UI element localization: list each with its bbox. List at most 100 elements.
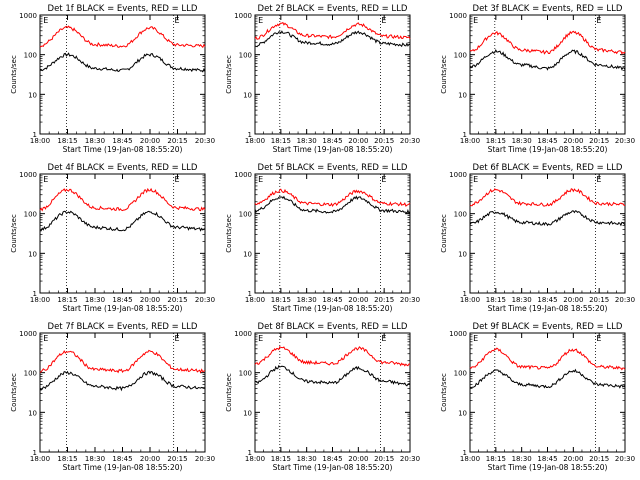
x-tick-label: 20:00 xyxy=(348,455,368,463)
x-tick-label: 18:45 xyxy=(322,455,342,463)
y-tick-label: 100 xyxy=(24,370,37,378)
x-tick-label: 18:45 xyxy=(537,455,557,463)
y-tick-label: 10 xyxy=(243,91,252,99)
y-tick-label: 1000 xyxy=(449,12,467,20)
x-axis-label: Start Time (19-Jan-08 18:55:20) xyxy=(488,304,608,313)
x-tick-label: 18:30 xyxy=(85,296,105,304)
y-tick-label: 1000 xyxy=(234,171,252,179)
chart-panel-3: Det 3f BLACK = Events, RED = LLD 1 10 100 10… xyxy=(440,4,635,154)
y-tick-label: 100 xyxy=(24,211,37,219)
y-tick-label: 1000 xyxy=(449,171,467,179)
x-tick-label: 18:45 xyxy=(322,137,342,145)
y-tick-label: 1 xyxy=(463,290,467,298)
x-axis-label: Start Time (19-Jan-08 18:55:20) xyxy=(273,304,393,313)
e-marker: E xyxy=(174,16,179,25)
x-tick-label: 20:00 xyxy=(348,296,368,304)
y-tick-label: 1 xyxy=(248,290,252,298)
x-tick-label: 20:30 xyxy=(400,137,420,145)
y-tick-label: 1 xyxy=(248,131,252,139)
y-tick-label: 10 xyxy=(458,250,467,258)
x-tick-label: 20:30 xyxy=(195,296,215,304)
x-tick-label: 20:30 xyxy=(195,137,215,145)
x-tick-label: 18:15 xyxy=(57,455,77,463)
x-tick-label: 18:15 xyxy=(57,296,77,304)
series-line-lld xyxy=(39,25,206,49)
x-tick-label: 20:15 xyxy=(589,296,609,304)
x-tick-label: 20:00 xyxy=(563,137,583,145)
x-axis-label: Start Time (19-Jan-08 18:55:20) xyxy=(273,145,393,154)
chart-panel-5: Det 5f BLACK = Events, RED = LLD 1 10 100 10… xyxy=(225,163,420,313)
series-line-lld xyxy=(39,187,206,212)
x-axis-label: Start Time (19-Jan-08 18:55:20) xyxy=(488,145,608,154)
series-line-events xyxy=(254,364,411,387)
x-tick-label: 18:30 xyxy=(512,455,532,463)
plot-frame xyxy=(39,14,206,135)
e-marker: E xyxy=(174,334,179,343)
y-tick-label: 10 xyxy=(243,250,252,258)
chart-title: Det 6f BLACK = Events, RED = LLD xyxy=(473,163,623,173)
x-tick-label: 20:30 xyxy=(400,455,420,463)
chart-title: Det 4f BLACK = Events, RED = LLD xyxy=(48,163,198,173)
series-line-events xyxy=(469,48,626,71)
y-tick-label: 1000 xyxy=(19,330,37,338)
y-tick-label: 100 xyxy=(239,52,252,60)
e-marker: E xyxy=(258,175,263,184)
y-tick-label: 1 xyxy=(463,449,467,457)
chart-panel-8: Det 8f BLACK = Events, RED = LLD 1 10 100 10… xyxy=(225,322,420,472)
x-axis-label: Start Time (19-Jan-08 18:55:20) xyxy=(273,463,393,472)
x-tick-label: 18:00 xyxy=(460,296,480,304)
x-tick-label: 18:00 xyxy=(460,137,480,145)
x-tick-label: 18:15 xyxy=(486,296,506,304)
chart-title: Det 5f BLACK = Events, RED = LLD xyxy=(258,163,408,173)
x-tick-label: 18:00 xyxy=(30,455,50,463)
x-tick-label: 18:00 xyxy=(30,296,50,304)
x-tick-label: 18:45 xyxy=(537,296,557,304)
x-tick-label: 18:15 xyxy=(486,455,506,463)
series-line-events xyxy=(39,210,206,232)
x-tick-label: 20:15 xyxy=(167,455,187,463)
series-line-events xyxy=(39,52,206,73)
e-marker: E xyxy=(381,334,386,343)
chart-panel-6: Det 6f BLACK = Events, RED = LLD 1 10 100 10… xyxy=(440,163,635,313)
y-tick-label: 100 xyxy=(239,211,252,219)
series-line-events xyxy=(39,370,206,392)
y-tick-label: 1000 xyxy=(234,12,252,20)
x-tick-label: 20:15 xyxy=(589,455,609,463)
y-tick-label: 1000 xyxy=(234,330,252,338)
chart-title: Det 9f BLACK = Events, RED = LLD xyxy=(473,322,623,332)
y-axis-label: Counts/sec xyxy=(440,373,448,412)
y-axis-label: Counts/sec xyxy=(225,55,233,94)
chart-title: Det 1f BLACK = Events, RED = LLD xyxy=(48,4,198,14)
e-marker: E xyxy=(174,175,179,184)
x-tick-label: 18:00 xyxy=(245,296,265,304)
e-marker: E xyxy=(43,16,48,25)
x-tick-label: 18:45 xyxy=(112,137,132,145)
x-axis-label: Start Time (19-Jan-08 18:55:20) xyxy=(488,463,608,472)
series-line-events xyxy=(469,210,626,227)
x-tick-label: 18:15 xyxy=(271,296,291,304)
x-tick-label: 20:30 xyxy=(615,296,635,304)
e-marker: E xyxy=(258,334,263,343)
chart-panel-2: Det 2f BLACK = Events, RED = LLD 1 10 100 10… xyxy=(225,4,420,154)
y-tick-label: 100 xyxy=(24,52,37,60)
x-tick-label: 18:30 xyxy=(85,137,105,145)
e-marker: E xyxy=(596,334,601,343)
chart-panel-9: Det 9f BLACK = Events, RED = LLD 1 10 100 10… xyxy=(440,322,635,472)
y-tick-label: 100 xyxy=(454,52,467,60)
e-marker: E xyxy=(596,16,601,25)
x-tick-label: 20:30 xyxy=(615,137,635,145)
x-tick-label: 20:15 xyxy=(167,296,187,304)
x-tick-label: 18:15 xyxy=(271,455,291,463)
chart-title: Det 8f BLACK = Events, RED = LLD xyxy=(258,322,408,332)
x-tick-label: 20:15 xyxy=(589,137,609,145)
x-tick-label: 18:45 xyxy=(537,137,557,145)
y-axis-label: Counts/sec xyxy=(440,214,448,253)
chart-title: Det 3f BLACK = Events, RED = LLD xyxy=(473,4,623,14)
e-marker: E xyxy=(43,175,48,184)
y-tick-label: 100 xyxy=(454,211,467,219)
chart-panel-1: Det 1f BLACK = Events, RED = LLD 1 10 100 10… xyxy=(10,4,215,154)
x-tick-label: 20:15 xyxy=(167,137,187,145)
x-axis-label: Start Time (19-Jan-08 18:55:20) xyxy=(63,304,183,313)
y-tick-label: 10 xyxy=(458,91,467,99)
y-axis-label: Counts/sec xyxy=(440,55,448,94)
